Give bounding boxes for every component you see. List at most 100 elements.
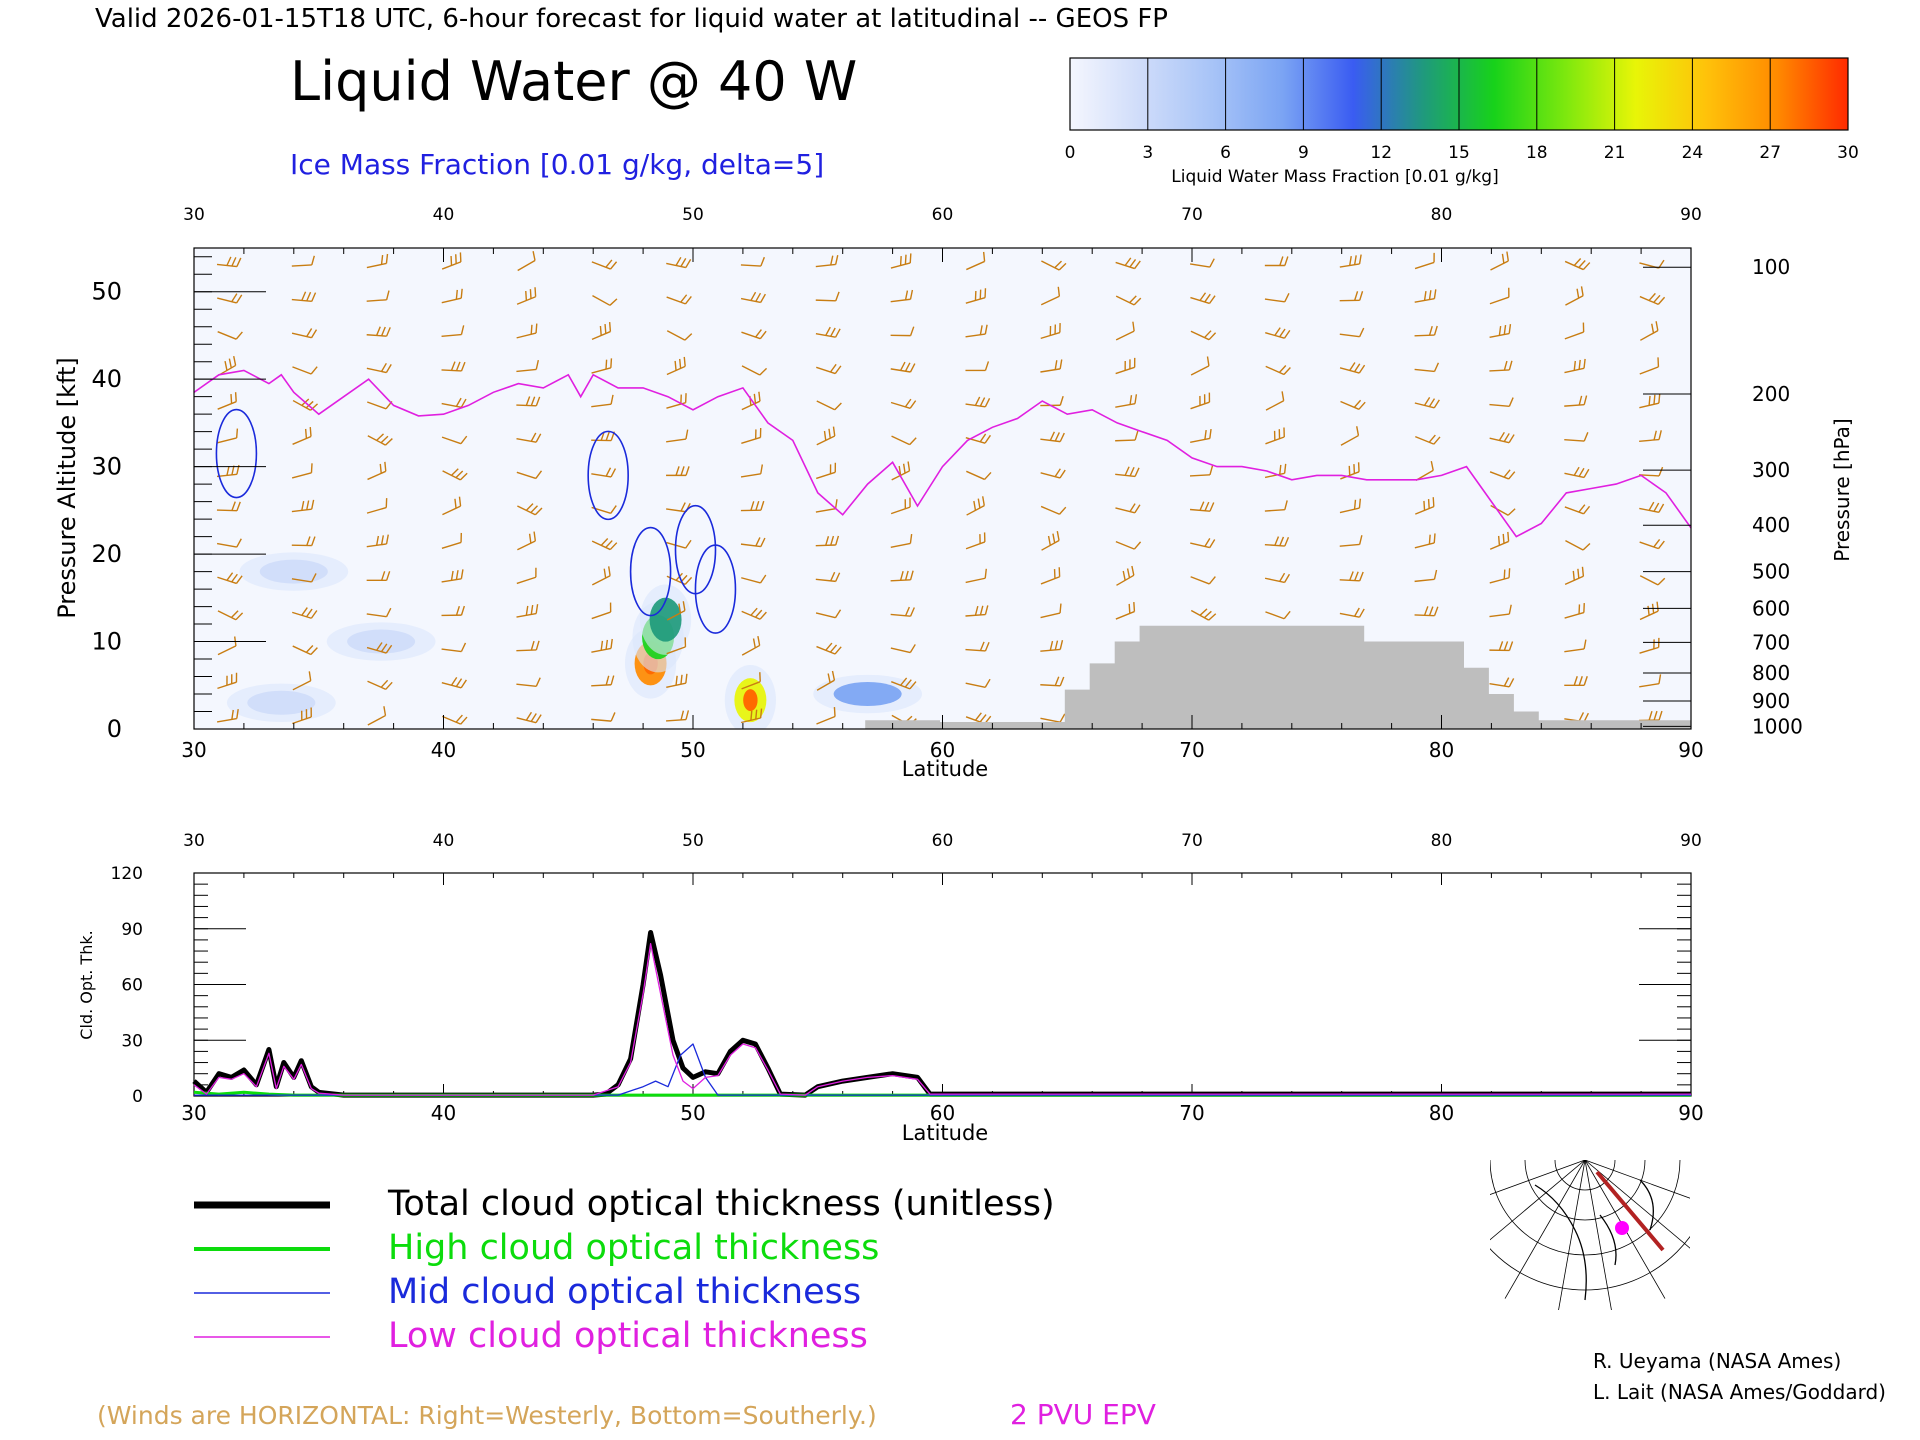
wind-barb-flag: [1349, 571, 1354, 581]
wind-barb: [1564, 504, 1591, 515]
wind-barb-shaft: [965, 648, 986, 652]
wind-barb-flag: [825, 536, 830, 546]
wind-barb-flag: [1278, 429, 1281, 439]
wind-barb-flag: [1653, 710, 1658, 721]
wind-barb-flag: [1058, 506, 1067, 515]
wind-barb-shaft: [816, 471, 836, 480]
wind-barb: [1339, 291, 1364, 302]
wind-barb: [1115, 257, 1141, 270]
wind-barb-flag: [1209, 465, 1214, 476]
colorbar-tick-label: 3: [1142, 143, 1153, 163]
wind-barb-shaft: [741, 331, 761, 340]
wind-barb-shaft: [741, 577, 761, 584]
wind-barb: [1564, 358, 1586, 374]
wind-barb-flag: [680, 710, 685, 721]
wind-barb-flag: [1583, 395, 1588, 405]
wind-barb-flag: [1507, 508, 1516, 516]
wind-barb: [816, 706, 836, 725]
wind-barb-flag: [460, 325, 465, 335]
wind-barb-shaft: [1190, 365, 1210, 376]
wind-barb-flag: [760, 500, 765, 511]
colorbar-tick-label: 15: [1448, 143, 1470, 163]
wind-barb-flag: [605, 639, 609, 650]
wind-barb-shaft: [1040, 717, 1061, 723]
wind-barb-flag: [1357, 462, 1360, 472]
wind-barb: [516, 323, 538, 339]
wind-barb: [216, 501, 241, 512]
wind-barb-shaft: [816, 679, 835, 691]
wind-barb: [1565, 286, 1584, 306]
wind-barb-flag: [1428, 398, 1436, 408]
wind-barb-shaft: [1414, 334, 1435, 337]
wind-barb-flag: [454, 498, 457, 509]
wind-barb-flag: [1354, 291, 1359, 301]
wind-barb-flag: [1427, 498, 1430, 509]
y-tick-label: 0: [132, 1087, 143, 1107]
map-meridian: [1490, 1160, 1586, 1241]
wind-barb: [291, 328, 318, 339]
wind-barb-flag: [530, 640, 535, 651]
wind-barb-flag: [974, 712, 982, 721]
wind-barb-flag: [230, 394, 233, 404]
wind-barb: [1640, 321, 1659, 341]
wind-barb-flag: [1508, 678, 1515, 688]
wind-barb-shaft: [1639, 366, 1659, 375]
wind-barb-flag: [679, 358, 682, 369]
wind-barb-flag: [235, 612, 244, 621]
wind-barb-shaft: [1564, 404, 1585, 407]
wind-barb: [291, 536, 316, 547]
wind-barb: [1339, 254, 1362, 268]
wind-barb-shaft: [1040, 684, 1061, 687]
ice-contour: [629, 526, 672, 617]
wind-barb-flag: [1578, 260, 1586, 268]
wind-barb-shaft: [442, 715, 461, 725]
wind-barb-flag: [305, 709, 308, 719]
main-title: Liquid Water @ 40 W: [290, 50, 857, 113]
wind-barb-flag: [1498, 641, 1504, 651]
wind-barb-flag: [1047, 535, 1051, 546]
wind-barb: [591, 537, 618, 551]
wind-barb-flag: [685, 466, 690, 476]
wind-barb-flag: [1129, 466, 1135, 477]
wind-barb-flag: [1508, 324, 1512, 334]
wind-barb-flag: [1583, 505, 1591, 515]
wind-barb-flag: [535, 470, 543, 479]
wind-barb-shaft: [1115, 610, 1135, 620]
wind-barb-shaft: [1339, 333, 1360, 338]
wind-barb-flag: [1058, 262, 1067, 271]
wind-barb-flag: [1204, 429, 1207, 440]
wind-barb: [1564, 603, 1585, 619]
wind-barb: [891, 435, 917, 446]
wind-barb-flag: [1658, 674, 1662, 684]
wind-barb-shaft: [666, 718, 687, 722]
map-background: [1490, 1160, 1690, 1310]
y-axis-label: Pressure Altitude [kft]: [53, 357, 81, 619]
wind-barb: [1564, 395, 1588, 407]
wind-barb: [1489, 397, 1514, 407]
wind-barb: [291, 463, 313, 479]
x-tick-label-top: 90: [1680, 205, 1702, 225]
wind-barb-flag: [1581, 566, 1585, 577]
wind-barb-shaft: [891, 435, 910, 446]
wind-barb-flag: [1279, 536, 1285, 546]
wind-barb-flag: [383, 706, 387, 716]
wind-barb: [216, 709, 239, 723]
wind-barb: [1116, 565, 1135, 586]
wind-barb-flag: [1131, 565, 1135, 576]
wind-barb: [666, 673, 688, 689]
wind-barb-flag: [755, 292, 762, 302]
wind-barb: [816, 363, 842, 375]
wind-barb-flag: [1653, 430, 1657, 441]
map-meridian: [1584, 1160, 1690, 1199]
wind-barb-flag: [829, 644, 838, 653]
wind-barb-shaft: [591, 367, 612, 374]
wind-barb: [591, 566, 611, 586]
wind-barb-shaft: [216, 542, 237, 548]
map-meridian: [1490, 1160, 1586, 1196]
wind-barb-flag: [1283, 329, 1291, 339]
wind-barb-shaft: [441, 402, 462, 409]
wind-barb-shaft: [367, 470, 387, 481]
legend-label: High cloud optical thickness: [388, 1228, 879, 1268]
wind-barb-flag: [535, 677, 541, 687]
wind-barb-flag: [904, 398, 912, 408]
